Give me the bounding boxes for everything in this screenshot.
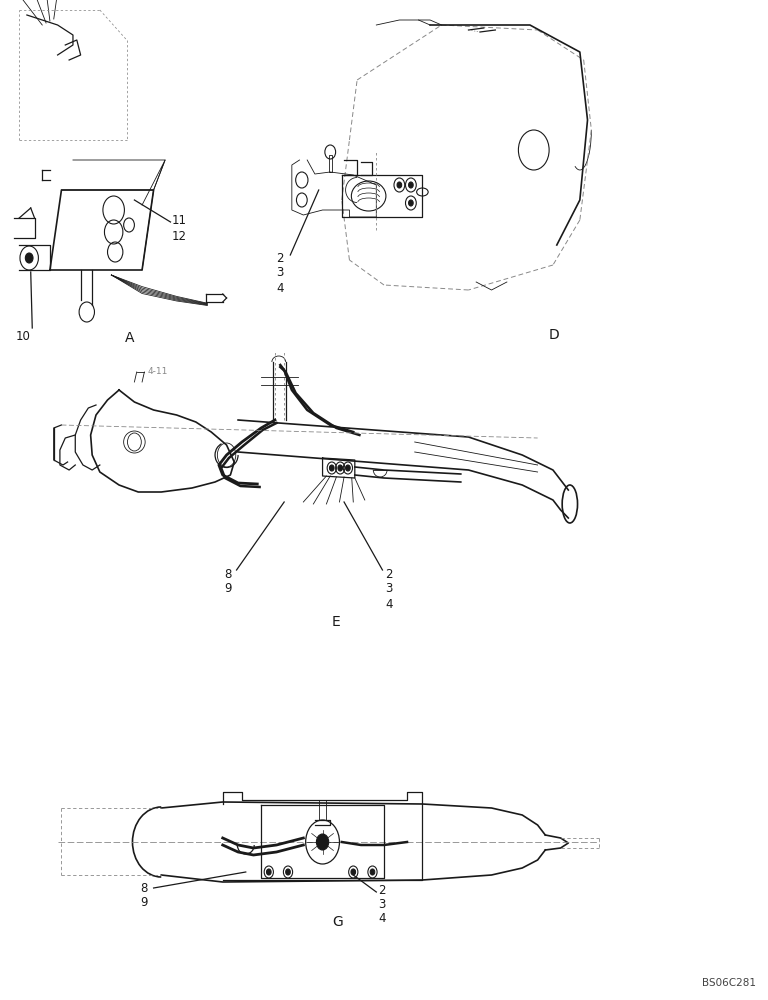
Text: BS06C281: BS06C281 <box>703 978 756 988</box>
Text: 10: 10 <box>15 330 30 344</box>
Text: A: A <box>125 331 134 345</box>
Text: 9: 9 <box>224 582 232 595</box>
Text: 2: 2 <box>379 884 386 898</box>
Text: 3: 3 <box>386 582 393 595</box>
Text: 11: 11 <box>172 214 187 227</box>
Text: 4-11: 4-11 <box>147 367 168 376</box>
Text: 3: 3 <box>379 898 386 912</box>
Text: 12: 12 <box>172 230 187 242</box>
Text: G: G <box>332 915 343 929</box>
Text: E: E <box>332 615 340 629</box>
Circle shape <box>397 182 402 188</box>
Text: 3: 3 <box>276 266 284 279</box>
Text: 8: 8 <box>224 568 232 580</box>
Circle shape <box>409 200 413 206</box>
Circle shape <box>25 253 33 263</box>
Text: 8: 8 <box>140 882 147 894</box>
Text: 9: 9 <box>140 896 147 910</box>
Text: 2: 2 <box>276 251 284 264</box>
Circle shape <box>338 465 343 471</box>
Text: 4: 4 <box>276 282 284 294</box>
Circle shape <box>266 869 271 875</box>
Circle shape <box>286 869 290 875</box>
Circle shape <box>329 465 334 471</box>
Text: 2: 2 <box>386 568 393 580</box>
Text: 4: 4 <box>386 597 393 610</box>
Circle shape <box>351 869 356 875</box>
Circle shape <box>316 834 329 850</box>
Circle shape <box>346 465 350 471</box>
Circle shape <box>409 182 413 188</box>
Text: 4: 4 <box>379 912 386 926</box>
Text: D: D <box>549 328 560 342</box>
Circle shape <box>370 869 375 875</box>
